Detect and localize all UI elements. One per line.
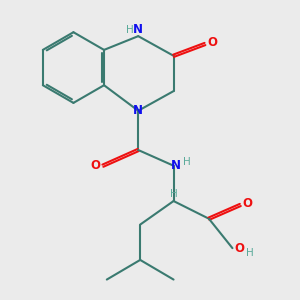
Text: O: O bbox=[242, 196, 252, 209]
Text: H: H bbox=[246, 248, 254, 258]
Text: H: H bbox=[126, 25, 134, 35]
Text: H: H bbox=[170, 189, 177, 200]
Text: O: O bbox=[208, 35, 218, 49]
Text: H: H bbox=[183, 157, 190, 167]
Text: O: O bbox=[90, 159, 100, 172]
Text: N: N bbox=[170, 159, 181, 172]
Text: N: N bbox=[133, 23, 143, 36]
Text: N: N bbox=[133, 104, 143, 117]
Text: O: O bbox=[235, 242, 244, 255]
